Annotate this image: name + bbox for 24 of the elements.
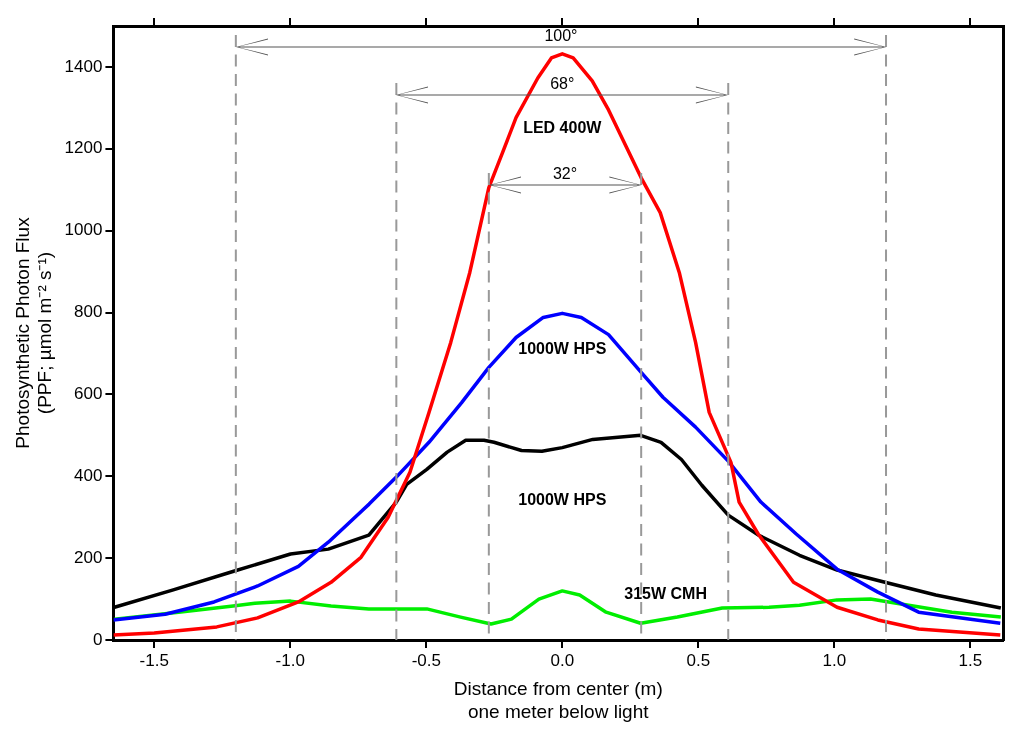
y-tick-label: 400: [74, 465, 103, 485]
y-tick-label: 800: [74, 302, 103, 322]
annotation: 100°: [544, 27, 578, 45]
series-label: 315W CMH: [624, 584, 708, 602]
text: 1000W HPS: [518, 491, 607, 509]
x-tick-label: 1.0: [822, 650, 847, 670]
y-tick-label: 600: [74, 384, 103, 404]
x-tick-label: 0.0: [550, 650, 575, 670]
x-tick-label: -1.5: [139, 650, 169, 670]
annotation: 32°: [552, 165, 578, 183]
y-axis-title: Photosynthetic Photon Flux (PPF; µmol m⁻² s⁻¹): [11, 216, 56, 449]
y-tick-label: 200: [74, 547, 103, 567]
y-tick-label: 1200: [64, 138, 103, 158]
y-tick-label: 0: [92, 629, 103, 649]
x-tick-label: -0.5: [411, 650, 441, 670]
x-tick-label: 1.5: [958, 650, 983, 670]
series-label: 1000W HPS: [518, 339, 607, 357]
annotation: 68°: [550, 75, 575, 93]
x-tick-label: 0.5: [686, 650, 711, 670]
y-tick-label: 1000: [64, 220, 103, 240]
x-axis-title: Distance from center (m) one meter below light: [453, 678, 663, 722]
x-tick-label: -1.0: [275, 650, 305, 670]
series-label: LED 400W: [523, 118, 603, 136]
y-tick-label: 1400: [64, 56, 103, 76]
